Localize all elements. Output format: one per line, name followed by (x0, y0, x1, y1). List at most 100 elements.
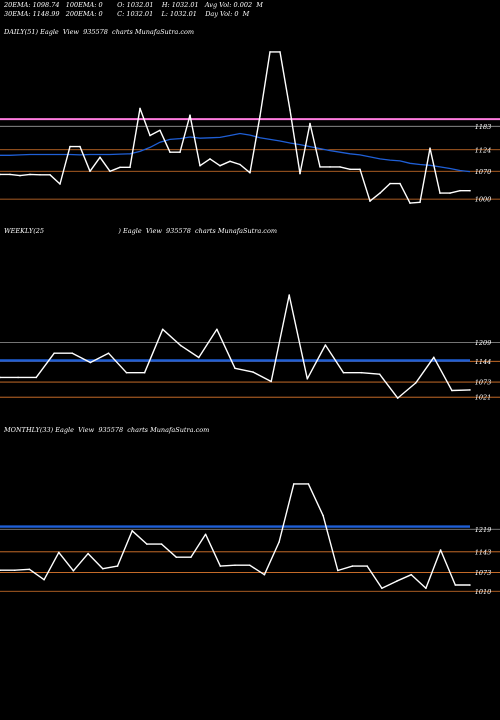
daily-price-point (69, 145, 71, 148)
daily-price-point (99, 156, 101, 159)
monthly-level-label: 1143 (475, 548, 492, 556)
weekly-price-point (89, 361, 92, 364)
daily-price-point (249, 172, 251, 174)
monthly-price-point (278, 541, 280, 543)
daily-price-point (259, 115, 261, 117)
daily-price-point (329, 166, 331, 168)
weekly-price-point (35, 376, 37, 379)
monthly-level-label: 1010 (475, 588, 492, 596)
daily-price-point (39, 174, 41, 176)
daily-price-point (349, 168, 351, 171)
daily-price-point (309, 122, 311, 125)
ema100-text: 100EMA: 0 (65, 1, 103, 9)
monthly-price-point (190, 556, 192, 558)
low-text: L: 1032.01 (161, 10, 197, 18)
daily-price-point (149, 134, 151, 137)
weekly-level-label: 1209 (475, 339, 492, 347)
weekly-price-point (161, 328, 164, 331)
daily-price-point (189, 114, 191, 116)
daily-price-point (359, 168, 361, 171)
daily-panel-label: DAILY(51) Eagle View 935578 charts Munaf… (4, 28, 195, 36)
weekly-price-point (396, 397, 399, 399)
daily-price-point (339, 166, 341, 168)
daily-price-point (89, 170, 91, 173)
weekly-price-point (216, 328, 218, 331)
weekly-price-point (180, 344, 182, 347)
weekly-price-point (324, 344, 327, 346)
daily-level-label: 1124 (475, 146, 492, 154)
weekly-price-point (143, 371, 146, 374)
monthly-price-point (87, 552, 89, 555)
weekly-price-point (451, 389, 453, 392)
daily-price-point (469, 189, 471, 192)
daily-price-point (199, 164, 201, 167)
monthly-price-point (204, 533, 207, 536)
daily-price-point (409, 202, 411, 204)
weekly-price-point (469, 389, 471, 391)
daily-price-point (29, 173, 31, 176)
daily-price-point (389, 182, 391, 185)
daily-price-point (369, 200, 371, 202)
daily-price-point (219, 164, 221, 167)
daily-price-point (399, 182, 401, 185)
daily-level-label: 1183 (475, 123, 492, 131)
weekly-price-point (17, 376, 19, 379)
weekly-price-point (378, 373, 381, 376)
weekly-price-point (288, 294, 291, 296)
monthly-price-point (454, 584, 457, 586)
weekly-price-point (433, 356, 435, 359)
monthly-price-point (322, 514, 324, 517)
weekly-level-label: 1021 (475, 394, 492, 402)
monthly-price-point (293, 483, 295, 485)
weekly-price-point (306, 378, 309, 380)
monthly-price-point (263, 573, 266, 576)
daily-price-point (179, 151, 181, 153)
open-text: O: 1032.01 (117, 1, 154, 9)
monthly-price-point (307, 483, 310, 485)
monthly-price-point (381, 587, 383, 590)
ema30-text: 30EMA: 1148.99 (4, 10, 60, 18)
daily-price-point (269, 51, 271, 53)
weekly-price-line (0, 294, 471, 399)
daily-price-point (279, 51, 281, 53)
monthly-price-point (337, 569, 339, 572)
header-stats-line-1: 20EMA: 1098.74 100EMA: 0 O: 1032.01 H: 1… (4, 1, 263, 10)
daily-price-point (319, 166, 321, 168)
weekly-price-point (360, 371, 363, 374)
weekly-level-label: 1144 (475, 358, 492, 366)
daily-price-line (0, 51, 470, 204)
daily-price-point (209, 158, 211, 160)
weekly-price-point (53, 352, 55, 355)
daily-price-point (59, 183, 61, 185)
ema20-text: 20EMA: 1098.74 (4, 1, 60, 9)
monthly-level-label: 1073 (475, 569, 492, 577)
day-vol-text: Day Vol: 0 M (205, 10, 250, 18)
daily-level-label: 1070 (475, 168, 492, 176)
daily-price-point (229, 160, 231, 163)
daily-price-point (419, 201, 421, 204)
weekly-price-point (107, 352, 110, 355)
daily-price-point (9, 173, 11, 176)
monthly-price-point (160, 543, 163, 545)
monthly-price-point (425, 587, 427, 590)
monthly-price-point (410, 573, 413, 576)
monthly-price-point (146, 543, 148, 545)
monthly-price-point (116, 565, 119, 567)
monthly-price-point (234, 564, 236, 566)
monthly-level-label: 1219 (475, 526, 492, 534)
daily-price-point (19, 174, 21, 177)
avg-vol-text: Avg Vol: 0.002 M (204, 1, 263, 9)
monthly-price-point (131, 530, 133, 532)
daily-price-point (169, 151, 171, 153)
monthly-price-point (366, 565, 369, 567)
daily-price-point (119, 166, 121, 169)
monthly-price-point (395, 580, 398, 582)
monthly-price-point (219, 565, 222, 567)
header-stats-line-2: 30EMA: 1148.99 200EMA: 0 C: 1032.01 L: 1… (4, 10, 249, 19)
daily-price-point (429, 147, 431, 149)
weekly-price-point (0, 376, 1, 379)
monthly-price-point (102, 567, 104, 570)
weekly-price-point (71, 352, 74, 355)
daily-price-point (379, 192, 381, 194)
